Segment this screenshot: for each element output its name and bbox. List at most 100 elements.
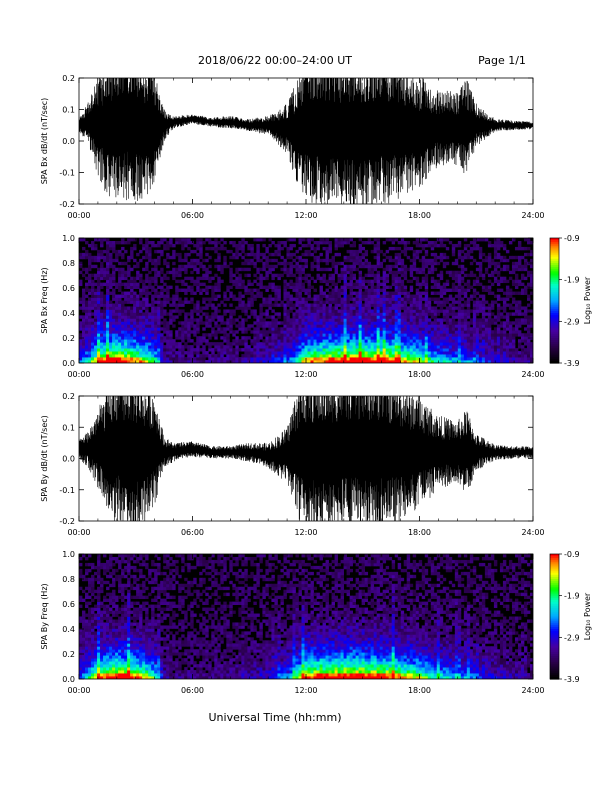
heatmap-cell [88,282,92,287]
heatmap-cell [295,354,299,358]
heatmap-cell [490,312,495,316]
heatmap-cell [421,327,426,331]
heatmap-cell [130,309,134,313]
heatmap-cell [91,240,95,245]
heatmap-cell [430,348,435,352]
heatmap-cell [367,297,372,301]
heatmap-cell [109,315,113,319]
heatmap-cell [418,339,423,343]
heatmap-cell [427,333,432,337]
heatmap-cell [376,258,381,263]
heatmap-cell [391,357,396,361]
heatmap-cell [199,348,203,352]
heatmap-cell [382,309,387,313]
heatmap-cell [130,312,134,316]
heatmap-cell [94,309,98,313]
heatmap-cell [253,357,257,361]
heatmap-cell [382,348,387,352]
heatmap-cell [361,303,366,307]
heatmap-cell [106,288,110,292]
heatmap-cell [469,309,474,313]
heatmap-cell [349,321,354,325]
heatmap-cell [502,297,507,301]
heatmap-cell [409,300,414,304]
heatmap-cell [376,309,381,313]
heatmap-cell [124,309,128,313]
heatmap-cell [163,288,167,292]
heatmap-cell [430,243,435,248]
heatmap-cell [274,285,278,289]
heatmap-cell [325,339,329,343]
heatmap-cell [331,324,335,328]
heatmap-cell [526,351,531,355]
heatmap-cell [520,276,525,281]
heatmap-cell [289,243,293,248]
heatmap-cell [277,321,281,325]
heatmap-cell [238,243,242,248]
heatmap-cell [244,345,248,349]
heatmap-cell [262,297,266,301]
heatmap-cell [490,282,495,287]
heatmap-cell [463,336,468,340]
heatmap-cell [304,336,308,340]
heatmap-cell [352,255,357,260]
heatmap-cell [487,306,492,310]
heatmap-cell [298,291,302,295]
heatmap-cell [283,264,287,269]
heatmap-cell [247,273,251,278]
heatmap-cell [463,238,468,242]
heatmap-cell [97,282,101,287]
heatmap-cell [325,318,329,322]
heatmap-cell [199,309,203,313]
heatmap-cell [292,258,296,263]
heatmap-cell [103,348,107,352]
heatmap-cell [202,351,206,355]
heatmap-cell [442,282,447,287]
heatmap-cell [490,273,495,278]
heatmap-cell [85,634,89,638]
heatmap-cell [502,303,507,307]
heatmap-cell [142,321,146,325]
heatmap-cell [187,354,191,358]
heatmap-cell [517,312,522,316]
heatmap-cell [304,333,308,337]
y-tick-label: -0.2 [59,200,75,209]
heatmap-cell [379,360,384,363]
heatmap-cell [205,288,209,292]
heatmap-cell [262,261,266,266]
heatmap-cell [388,315,393,319]
heatmap-cell [121,336,125,340]
heatmap-cell [406,255,411,260]
heatmap-cell [214,297,218,301]
heatmap-cell [184,282,188,287]
heatmap-cell [136,294,140,298]
heatmap-cell [454,279,459,284]
heatmap-cell [343,342,347,346]
heatmap-cell [241,294,245,298]
heatmap-cell [295,291,299,295]
heatmap-cell [520,318,525,322]
heatmap-cell [472,330,477,334]
heatmap-cell [424,330,429,334]
heatmap-cell [115,294,119,298]
heatmap-cell [241,249,245,254]
heatmap-cell [157,324,161,328]
heatmap-cell [100,249,104,254]
heatmap-cell [337,291,341,295]
heatmap-cell [520,306,525,310]
heatmap-cell [376,288,381,292]
heatmap-cell [340,285,344,289]
heatmap-cell [406,318,411,322]
heatmap-cell [430,339,435,343]
heatmap-cell [310,285,314,289]
heatmap-cell [340,348,344,352]
heatmap-cell [154,279,158,284]
heatmap-cell [106,333,110,337]
heatmap-cell [199,249,203,254]
heatmap-cell [112,273,116,278]
heatmap-cell [454,300,459,304]
heatmap-cell [310,309,314,313]
heatmap-cell [379,300,384,304]
heatmap-cell [88,327,92,331]
heatmap-cell [133,327,137,331]
